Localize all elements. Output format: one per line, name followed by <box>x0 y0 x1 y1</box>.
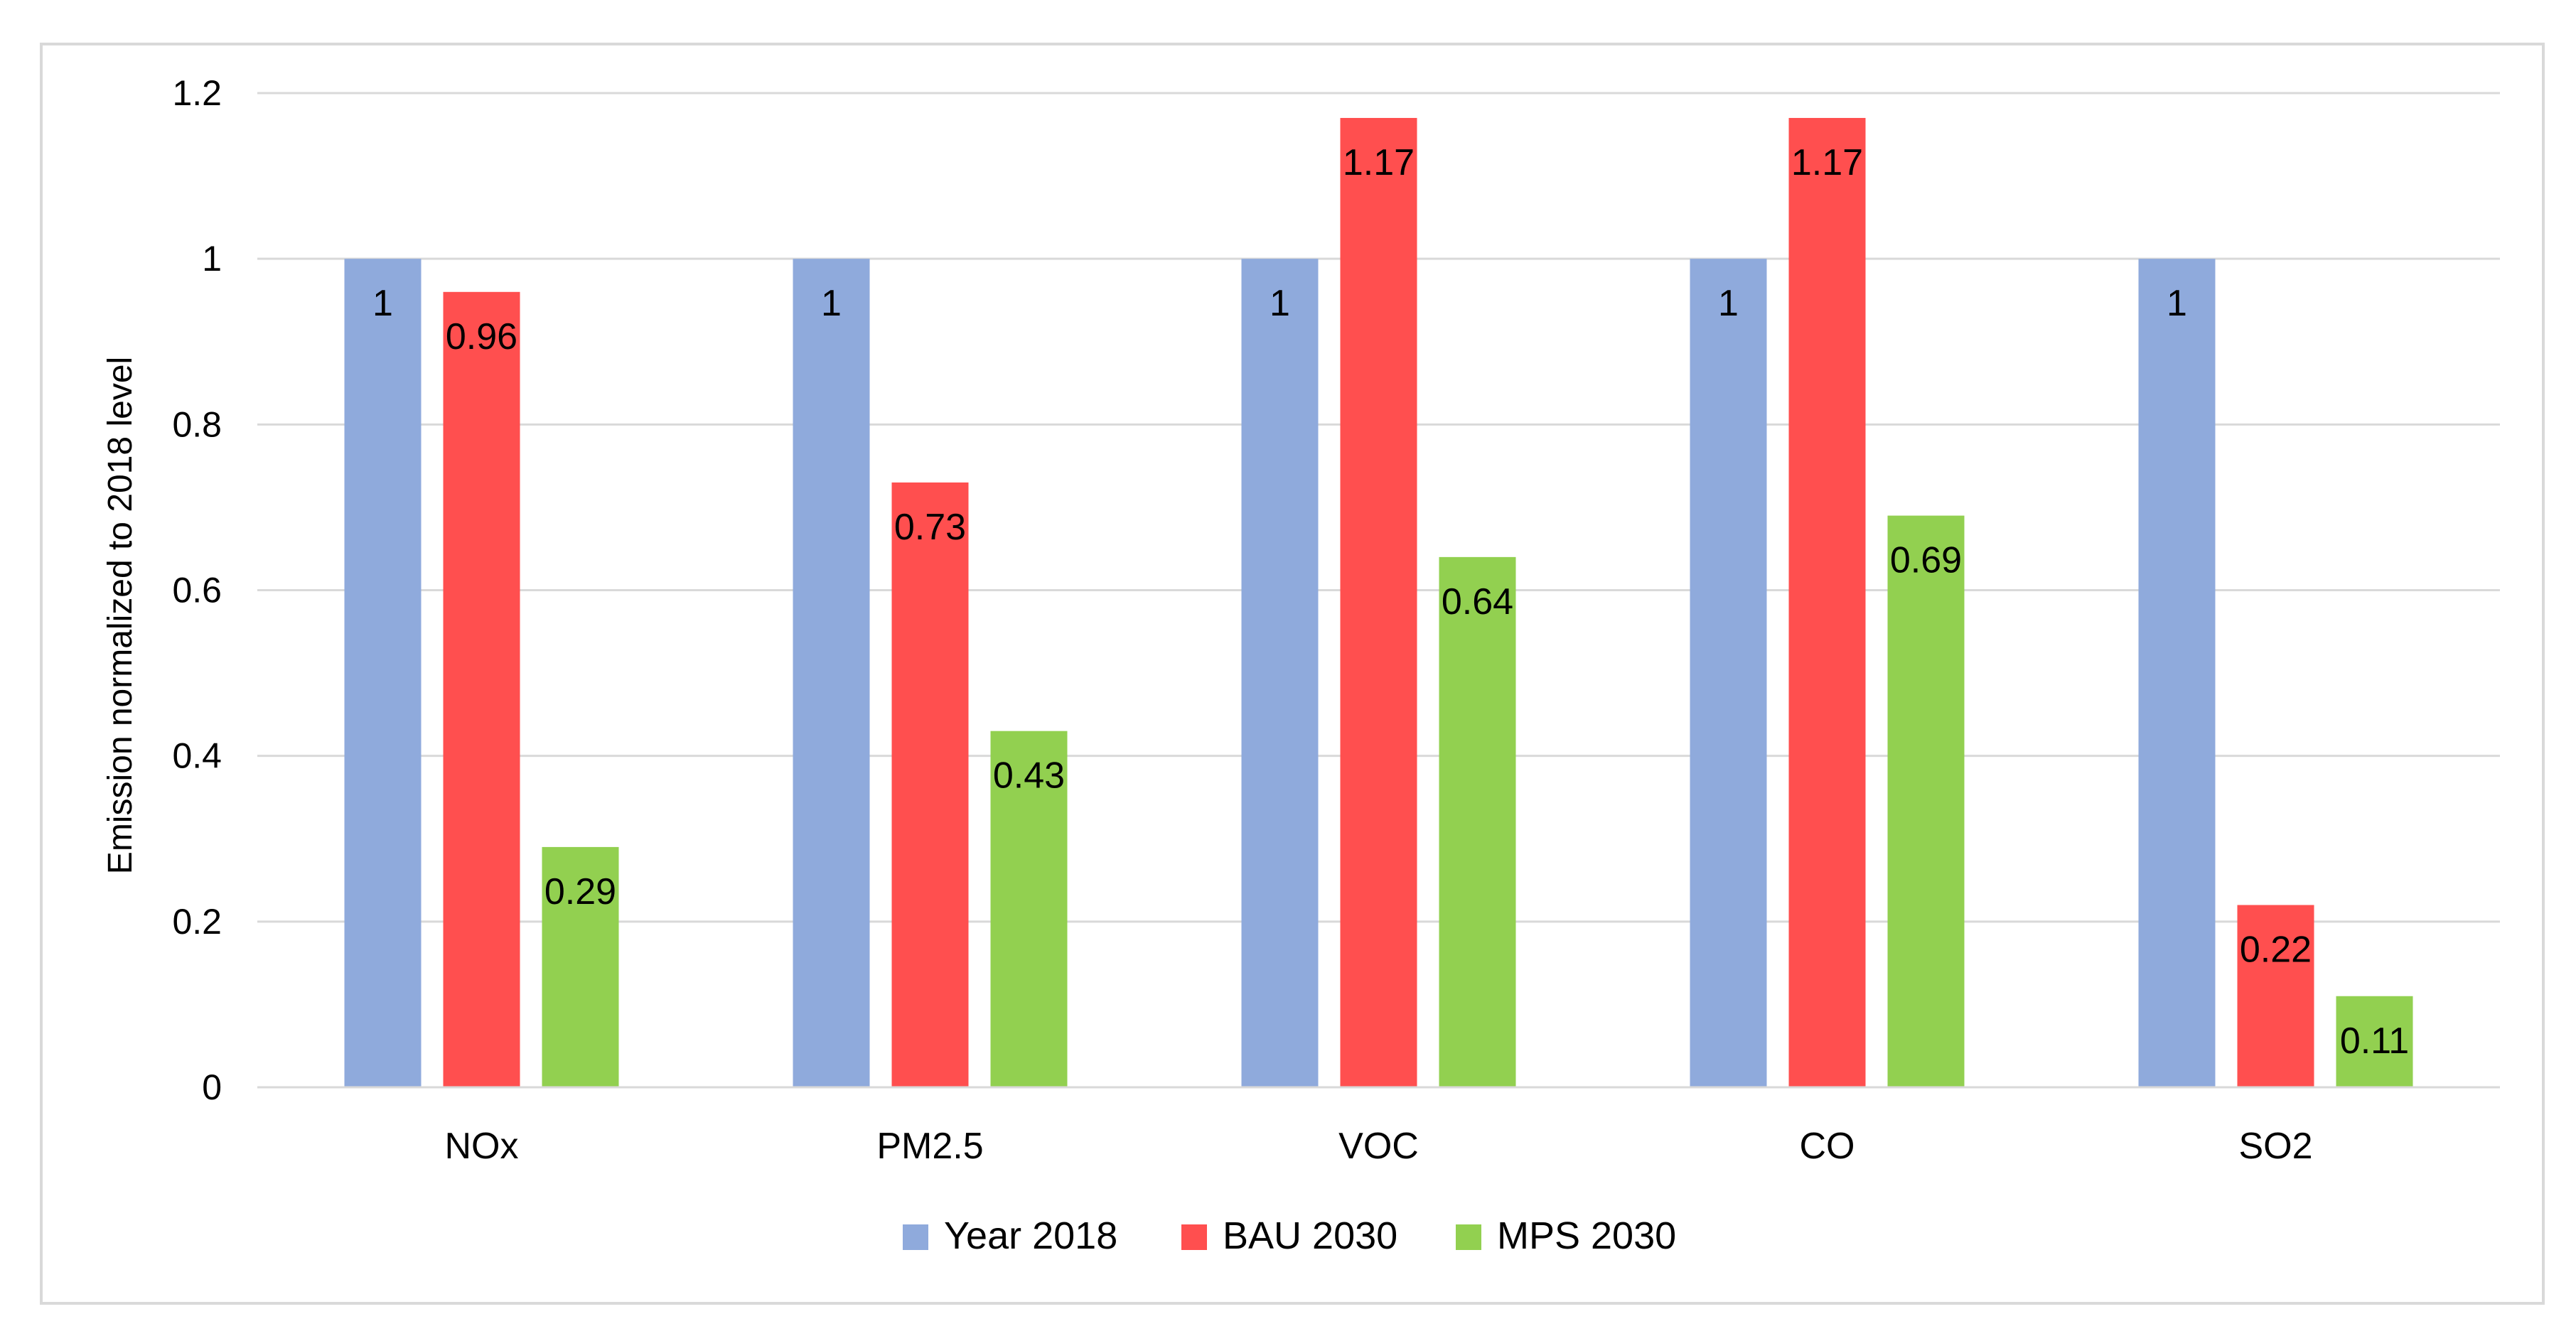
data-labels: 1 0.96 0.29 1 0.73 0.43 1 1.17 0.64 1 1.17 0.69 1 0.2… <box>372 142 2409 1062</box>
y-tick-label: 0.4 <box>172 736 222 776</box>
legend: Year 2018 BAU 2030 MPS 2030 <box>903 1214 1676 1257</box>
legend-label: Year 2018 <box>944 1214 1117 1257</box>
data-label: 1 <box>2167 283 2187 324</box>
bar-voc-series-1 <box>1340 117 1417 1088</box>
bar-pm25-series-1 <box>891 482 969 1087</box>
y-tick-label: 0.2 <box>172 902 222 942</box>
bar-nox-series-2 <box>542 846 619 1087</box>
y-axis-ticks: 0 0.2 0.4 0.6 0.8 1 1.2 <box>172 73 222 1107</box>
y-tick-label: 0 <box>202 1067 222 1107</box>
bar-pm25-series-2 <box>990 731 1068 1087</box>
data-label: 0.11 <box>2340 1020 2409 1062</box>
data-label: 0.22 <box>2240 930 2312 971</box>
data-label: 0.69 <box>1890 540 1962 581</box>
bar-pm25-series-0 <box>793 259 870 1088</box>
bar-nox-series-1 <box>443 291 520 1087</box>
legend-label: MPS 2030 <box>1497 1214 1676 1257</box>
y-tick-label: 1 <box>202 239 222 279</box>
y-tick-label: 1.2 <box>172 73 222 113</box>
legend-swatch <box>1181 1224 1207 1250</box>
bar-nox-series-0 <box>344 259 422 1088</box>
legend-label: BAU 2030 <box>1223 1214 1397 1257</box>
x-category-label: NOx <box>445 1126 519 1167</box>
data-label: 0.64 <box>1442 581 1513 623</box>
data-label: 1 <box>821 283 842 324</box>
bar-so2-series-0 <box>2138 259 2216 1088</box>
data-label: 1 <box>1718 283 1739 324</box>
y-axis-title: Emission normalized to 2018 level <box>102 357 139 874</box>
bar-co-series-2 <box>1887 515 1965 1087</box>
bar-so2-series-2 <box>2336 996 2413 1087</box>
bar-co-series-0 <box>1690 259 1767 1088</box>
bars <box>344 117 2413 1088</box>
data-label: 1 <box>1270 283 1290 324</box>
bar-co-series-1 <box>1788 117 1866 1088</box>
legend-swatch <box>1456 1224 1481 1250</box>
x-category-label: SO2 <box>2238 1126 2312 1167</box>
x-category-label: CO <box>1800 1126 1855 1167</box>
data-label: 1 <box>372 283 393 324</box>
bar-voc-series-0 <box>1241 259 1319 1088</box>
x-category-label: PM2.5 <box>876 1126 983 1167</box>
data-label: 0.73 <box>894 507 966 548</box>
x-category-label: VOC <box>1338 1126 1419 1167</box>
y-tick-label: 0.8 <box>172 404 222 444</box>
bar-voc-series-2 <box>1439 556 1516 1087</box>
data-label: 0.96 <box>446 316 517 357</box>
legend-swatch <box>903 1224 928 1250</box>
data-label: 1.17 <box>1343 142 1415 183</box>
bar-so2-series-1 <box>2237 905 2314 1087</box>
data-label: 1.17 <box>1791 142 1863 183</box>
x-axis-category-labels: NOx PM2.5 VOC CO SO2 <box>257 1086 2500 1167</box>
data-label: 0.43 <box>993 755 1065 797</box>
y-tick-label: 0.6 <box>172 571 222 610</box>
data-label: 0.29 <box>544 871 616 912</box>
